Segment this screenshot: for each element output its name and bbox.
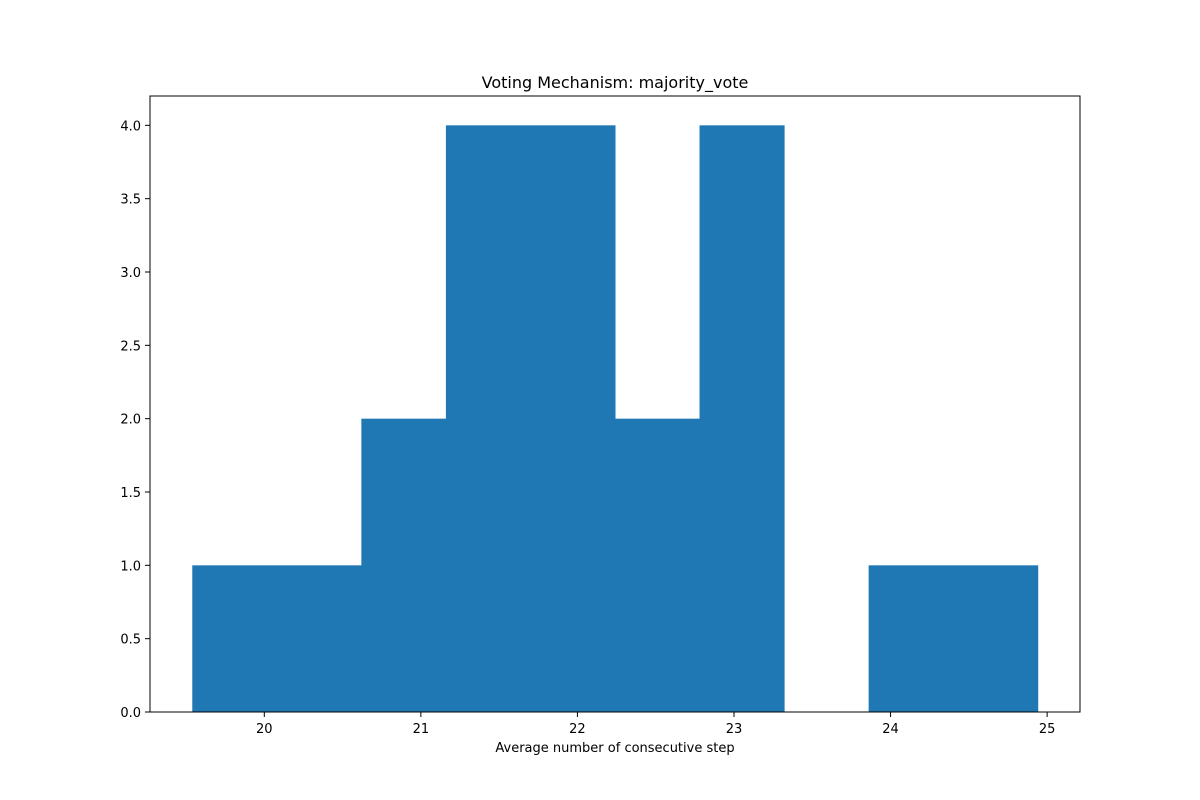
histogram-bar [192, 565, 278, 712]
y-tick-label: 4.0 [120, 119, 141, 134]
histogram-bar [868, 565, 954, 712]
histogram-bar [953, 565, 1039, 712]
chart-title: Voting Mechanism: majority_vote [482, 73, 749, 93]
y-tick-label: 3.5 [120, 193, 141, 208]
y-axis: 0.0 0.5 1.0 1.5 2.0 2.5 3.0 3.5 4.0 [120, 119, 150, 721]
plot-frame [149, 95, 1081, 713]
histogram-bar [445, 125, 531, 713]
histogram-bar [699, 125, 785, 713]
y-tick-label: 0.5 [120, 633, 141, 648]
x-tick-label: 25 [1039, 722, 1056, 737]
histogram-bar [276, 565, 362, 712]
histogram-bar [361, 418, 447, 712]
histogram-bar [615, 418, 701, 712]
x-tick-label: 21 [413, 722, 430, 737]
y-tick-label: 2.0 [120, 413, 141, 428]
y-tick-label: 1.0 [120, 559, 141, 574]
bars-group [192, 125, 1039, 713]
x-tick-label: 24 [882, 722, 899, 737]
x-tick-label: 20 [256, 722, 273, 737]
x-axis: 20 21 22 23 24 25 [256, 712, 1055, 737]
x-tick-label: 22 [569, 722, 586, 737]
y-tick-label: 1.5 [120, 486, 141, 501]
y-tick-label: 0.0 [120, 706, 141, 721]
y-tick-label: 2.5 [120, 339, 141, 354]
x-tick-label: 23 [726, 722, 743, 737]
histogram-bar [530, 125, 616, 713]
x-axis-label: Average number of consecutive step [495, 741, 734, 756]
y-tick-label: 3.0 [120, 266, 141, 281]
